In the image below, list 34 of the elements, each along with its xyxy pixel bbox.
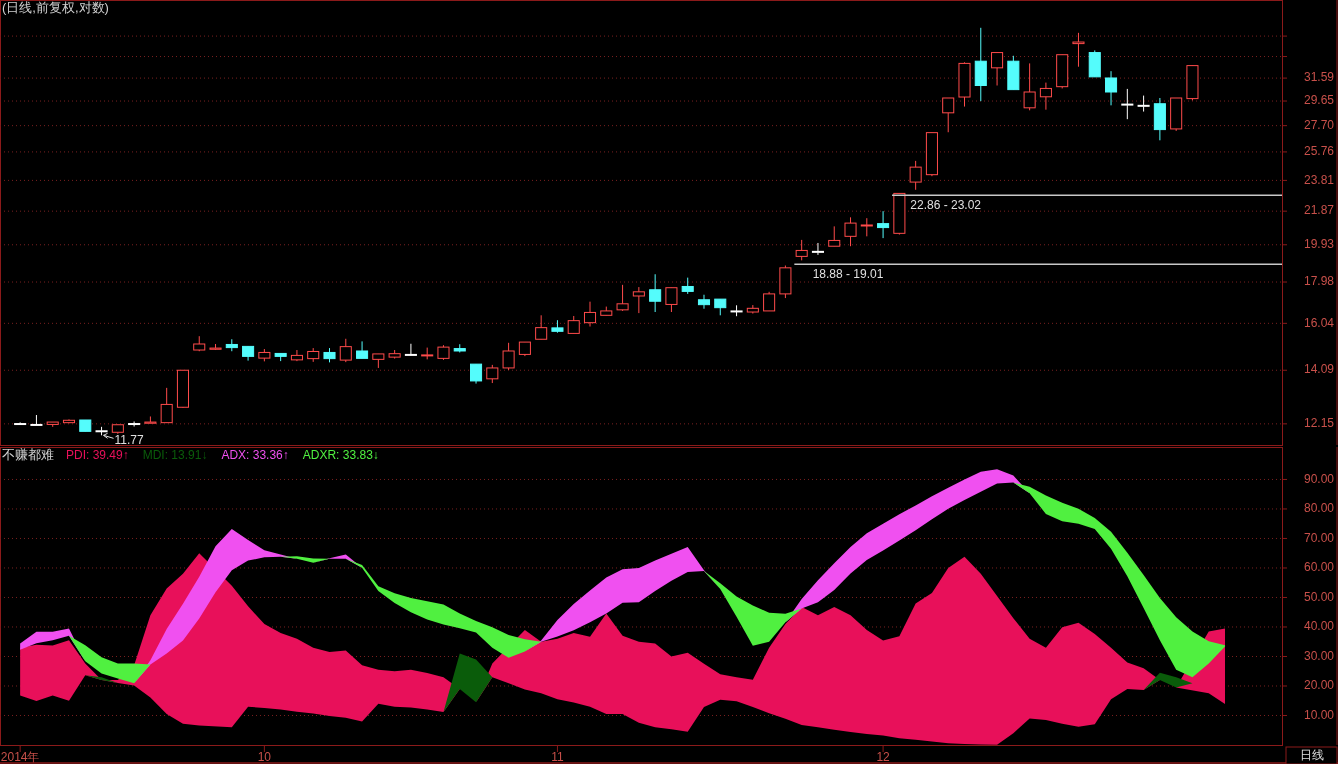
y-tick-label: 70.00 <box>1303 530 1335 545</box>
ref-line-label: 22.86 - 23.02 <box>910 198 982 213</box>
y-tick-label: 90.00 <box>1303 471 1335 486</box>
y-tick-label: 80.00 <box>1303 501 1335 516</box>
x-tick-label: 10 <box>257 750 272 764</box>
y-tick-label: 60.00 <box>1303 560 1335 575</box>
y-tick-label: 31.59 <box>1303 70 1335 85</box>
ref-line-label: 18.88 - 19.01 <box>812 267 884 282</box>
text: ADX: 33.36↑ <box>221 448 289 462</box>
y-tick-label: 29.65 <box>1303 93 1335 108</box>
y-tick-label: 40.00 <box>1303 619 1335 634</box>
x-tick-label: 11 <box>551 750 564 764</box>
chart-title: (日线,前复权,对数) <box>2 0 109 15</box>
x-tick-label: 2014年 <box>0 750 40 764</box>
y-tick-label: 20.00 <box>1303 678 1335 693</box>
y-tick-label: 27.70 <box>1303 117 1335 132</box>
y-tick-label: 16.04 <box>1303 315 1335 330</box>
y-tick-label: 25.76 <box>1303 144 1335 159</box>
text: ADXR: 33.83↓ <box>302 448 379 462</box>
y-tick-label: 30.00 <box>1303 648 1335 663</box>
text: MDI: 13.91↓ <box>142 448 208 462</box>
y-tick-label: 50.00 <box>1303 589 1335 604</box>
y-tick-label: 10.00 <box>1303 707 1335 722</box>
y-tick-label: 14.09 <box>1303 362 1335 377</box>
annotation: 11.77 <box>114 433 145 448</box>
y-tick-label: 12.15 <box>1303 416 1335 431</box>
text: PDI: 39.49↑ <box>66 448 129 462</box>
x-tick-label: 12 <box>876 750 891 764</box>
y-tick-label: 19.93 <box>1303 236 1335 251</box>
y-tick-label: 17.98 <box>1303 274 1335 289</box>
chart-title: 不赚都难 <box>2 447 54 462</box>
y-tick-label: 21.87 <box>1303 203 1335 218</box>
text: 日线 <box>1300 748 1324 763</box>
y-tick-label: 23.81 <box>1303 172 1335 187</box>
